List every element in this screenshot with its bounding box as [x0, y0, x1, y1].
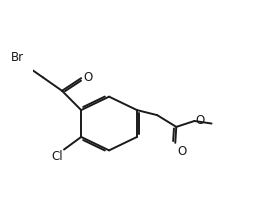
Text: O: O — [83, 71, 92, 84]
Text: O: O — [196, 114, 205, 127]
Text: Cl: Cl — [51, 150, 63, 163]
Text: Br: Br — [11, 51, 24, 64]
Text: O: O — [177, 145, 186, 157]
